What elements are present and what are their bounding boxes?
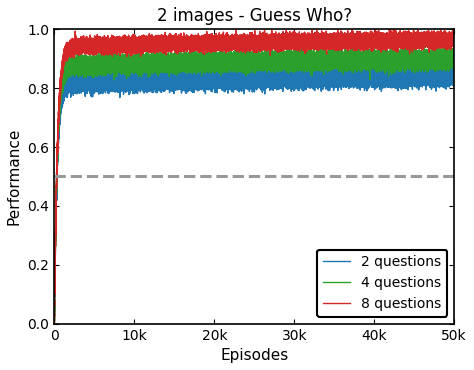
X-axis label: Episodes: Episodes <box>220 348 288 363</box>
8 questions <box>148 44 154 49</box>
8 questions <box>292 40 298 44</box>
4 questions <box>52 322 57 326</box>
2 questions <box>292 78 298 83</box>
4 questions <box>205 60 210 64</box>
2 questions <box>148 80 154 84</box>
8 questions <box>79 46 84 50</box>
4 questions <box>79 64 84 69</box>
4 questions <box>148 61 154 65</box>
Line: 8 questions: 8 questions <box>55 29 454 324</box>
8 questions <box>205 41 210 46</box>
2 questions <box>348 71 354 75</box>
8 questions <box>451 40 457 44</box>
2 questions <box>205 75 210 80</box>
2 questions <box>79 83 84 87</box>
Line: 2 questions: 2 questions <box>55 60 454 324</box>
2 questions <box>451 73 457 77</box>
4 questions <box>292 65 298 69</box>
8 questions <box>348 40 354 44</box>
8 questions <box>349 27 355 31</box>
4 questions <box>395 40 401 44</box>
4 questions <box>268 63 274 67</box>
Title: 2 images - Guess Who?: 2 images - Guess Who? <box>157 7 352 25</box>
4 questions <box>348 65 354 69</box>
Y-axis label: Performance: Performance <box>7 128 22 225</box>
2 questions <box>52 322 57 326</box>
Line: 4 questions: 4 questions <box>55 42 454 324</box>
8 questions <box>52 312 57 316</box>
2 questions <box>268 80 274 84</box>
2 questions <box>444 57 450 62</box>
8 questions <box>268 38 274 43</box>
8 questions <box>52 322 57 326</box>
Legend: 2 questions, 4 questions, 8 questions: 2 questions, 4 questions, 8 questions <box>317 250 447 317</box>
4 questions <box>451 56 457 60</box>
